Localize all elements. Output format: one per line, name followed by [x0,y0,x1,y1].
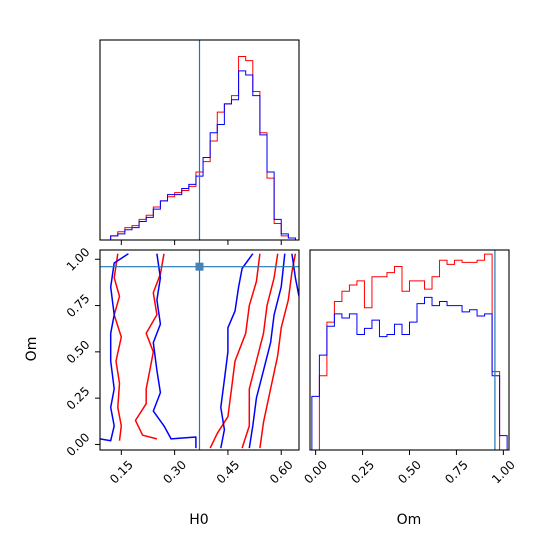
contour-red [134,253,165,440]
h0-hist-axes-frame [99,39,300,241]
joint-y-tick-label: 0.00 [64,430,93,459]
om-hist-series-red-step [311,253,508,451]
y-axis-label-om: Om [24,337,40,362]
om-hist-x-tick-label: 0.50 [395,458,424,487]
joint-truth-marker [195,262,204,271]
joint-y-tick-label: 0.50 [64,338,93,367]
om-hist-x-tick-label: 1.00 [489,458,518,487]
h0-hist-series-red-step [110,55,296,240]
joint-y-tick-label: 1.00 [64,245,93,274]
contour-blue [152,253,197,449]
contour-blue [291,253,299,297]
om-hist-x-tick-label: 0.25 [348,458,377,487]
contour-blue [220,253,254,449]
om-hist-x-tick-label: 0.00 [301,458,330,487]
h0-om-joint-contour-panel: 0.15 0.30 0.45 0.60 0.00 0.25 0.50 0.75 1.00 [64,245,300,487]
om-hist-x-tick-label: 0.75 [442,458,471,487]
x-axis-label-h0: H0 [189,512,208,528]
contour-blue [100,253,129,442]
contour-red [241,253,279,449]
joint-x-tick-label: 0.45 [214,458,243,487]
joint-y-tick-label: 0.75 [64,291,93,320]
contour-red [113,253,123,441]
om-marginal-histogram-panel: 0.00 0.25 0.50 0.75 1.00 [301,249,518,487]
contour-blue [248,253,286,449]
joint-x-tick-label: 0.15 [107,458,136,487]
contour-red [259,253,297,449]
h0-hist-series-blue-step [110,70,296,240]
joint-x-tick-label: 0.60 [267,458,296,487]
contour-red [209,253,261,449]
joint-x-tick-label: 0.30 [160,458,189,487]
x-axis-label-om: Om [397,512,422,528]
om-hist-series-blue-step [311,296,508,450]
h0-marginal-histogram-panel [99,39,300,245]
joint-axes-frame [99,249,300,451]
joint-y-tick-label: 0.25 [64,384,93,413]
om-hist-axes-frame [309,249,510,451]
joint-contours [100,253,299,449]
